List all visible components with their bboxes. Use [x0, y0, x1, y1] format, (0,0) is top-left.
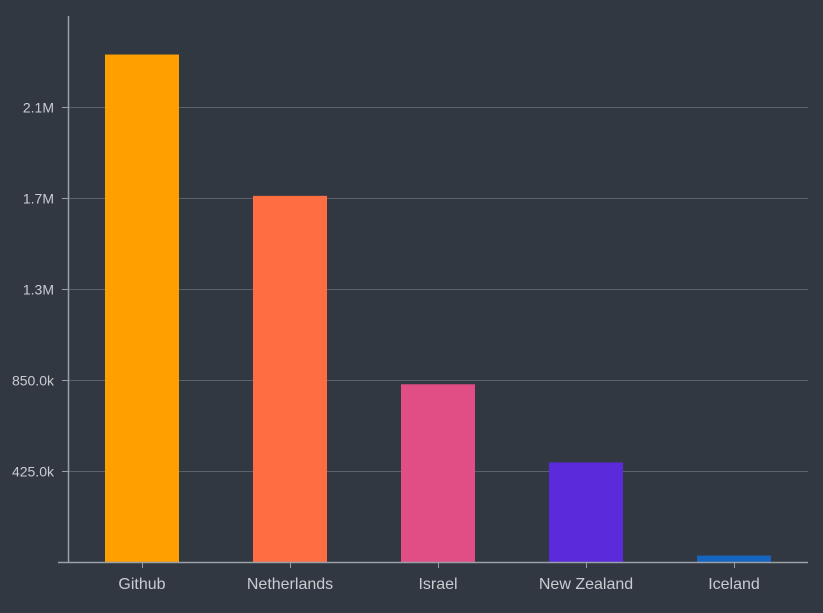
x-tick-label: Israel — [418, 576, 457, 593]
bars — [105, 54, 771, 563]
x-tick-label: Netherlands — [247, 576, 333, 593]
bar-netherlands[interactable] — [253, 195, 327, 562]
y-tick-label: 850.0k — [12, 373, 55, 389]
y-tick-label: 1.3M — [23, 282, 54, 298]
y-tick-labels: 425.0k 850.0k 1.3M 1.7M 2.1M — [12, 100, 68, 480]
y-tick-label: 2.1M — [23, 100, 54, 116]
x-tick-label: Github — [118, 576, 165, 593]
y-tick-label: 425.0k — [12, 464, 55, 480]
gridlines — [68, 107, 808, 472]
bar-github[interactable] — [105, 54, 179, 563]
bar-israel[interactable] — [401, 384, 475, 562]
x-tick-labels: Github Netherlands Israel New Zealand Icelan… — [118, 562, 760, 593]
x-tick-label: Iceland — [708, 576, 760, 593]
y-tick-label: 1.7M — [23, 191, 54, 207]
axes — [58, 16, 808, 564]
x-tick-label: New Zealand — [539, 576, 633, 593]
bar-iceland[interactable] — [697, 555, 771, 562]
bar-new-zealand[interactable] — [549, 462, 623, 562]
